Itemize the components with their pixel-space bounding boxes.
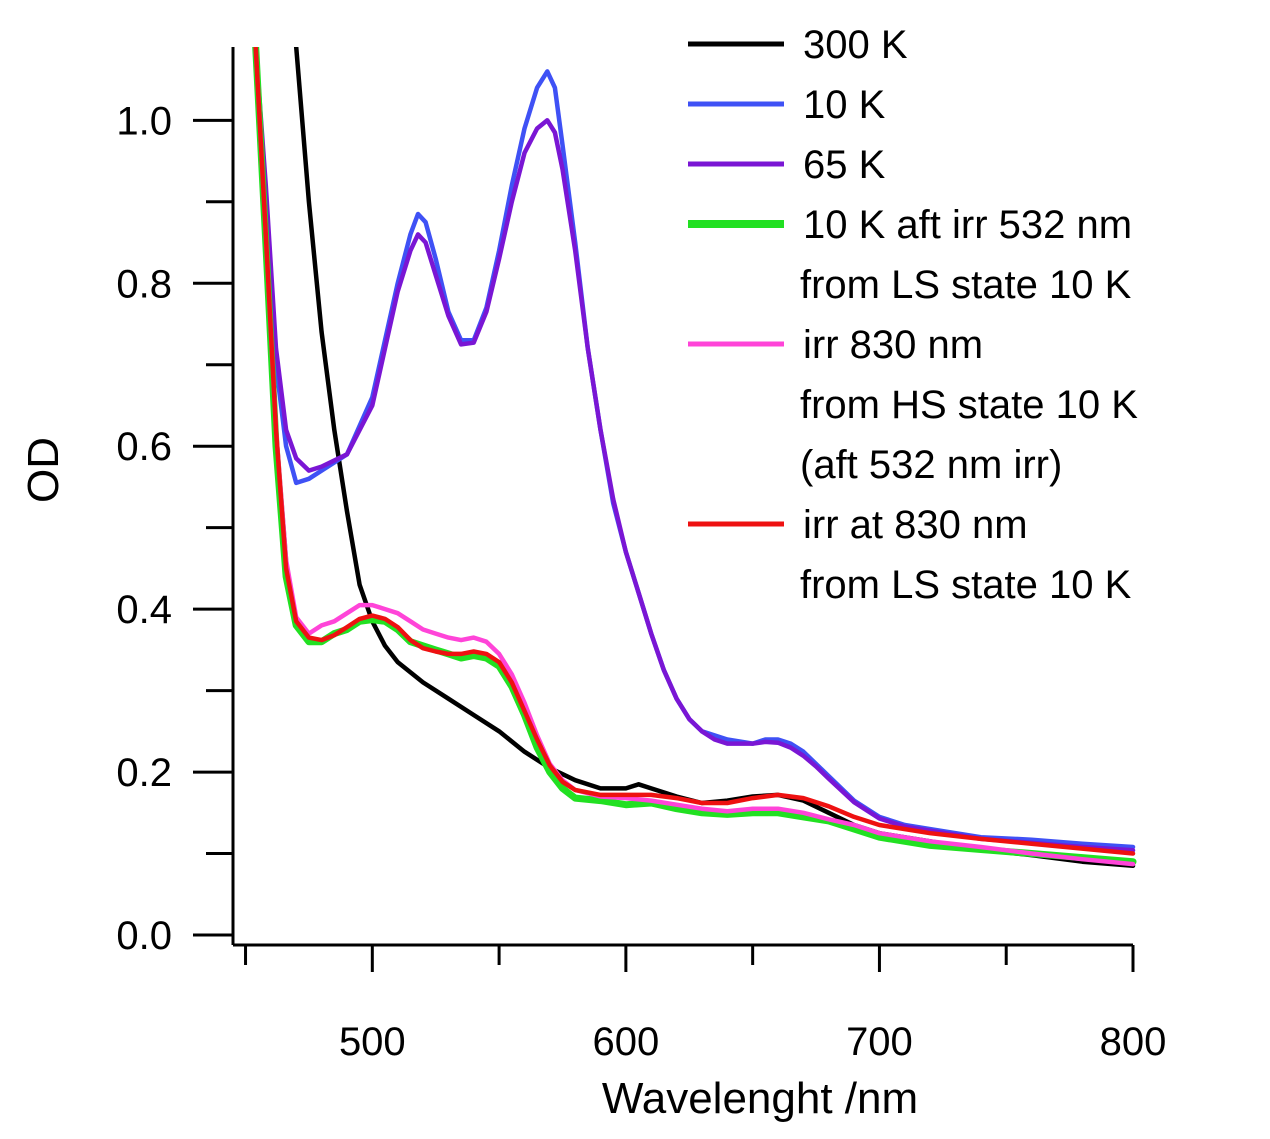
legend-label: irr 830 nm [803, 323, 983, 367]
x-axis-title: Wavelenght /nm [602, 1074, 918, 1123]
series-line-3 [253, 47, 1136, 853]
legend-label: 10 K [803, 83, 886, 127]
axes [231, 47, 1133, 947]
legend: 300 K 10 K 65 K 10 K aft irr 532 nm from LS … [688, 23, 1138, 607]
x-tick-label: 600 [593, 1020, 660, 1064]
legend-label: from HS state 10 K [800, 383, 1138, 427]
y-tick-label: 0.0 [116, 914, 172, 958]
y-ticks: 0.0 0.2 0.4 0.6 0.8 1.0 [116, 99, 233, 958]
x-tick-label: 700 [846, 1020, 913, 1064]
legend-label: from LS state 10 K [800, 563, 1132, 607]
y-tick-label: 0.4 [116, 588, 172, 632]
plot-lines [252, 47, 1137, 869]
x-tick-label: 500 [339, 1020, 406, 1064]
y-tick-label: 1.0 [116, 99, 172, 143]
legend-label: from LS state 10 K [800, 263, 1132, 307]
series-line-6 [253, 47, 1136, 856]
y-tick-label: 0.8 [116, 262, 172, 306]
x-ticks: 500 600 700 800 [244, 945, 1167, 1064]
y-axis-title: OD [19, 437, 68, 503]
legend-label: 300 K [803, 23, 908, 67]
y-tick-label: 0.6 [116, 425, 172, 469]
series-line-5 [253, 47, 1136, 867]
legend-label: 65 K [803, 143, 886, 187]
legend-label: irr at 830 nm [803, 503, 1028, 547]
y-tick-label: 0.2 [116, 751, 172, 795]
legend-label: (aft 532 nm irr) [800, 443, 1062, 487]
x-tick-label: 800 [1100, 1020, 1167, 1064]
legend-label: 10 K aft irr 532 nm [803, 203, 1132, 247]
